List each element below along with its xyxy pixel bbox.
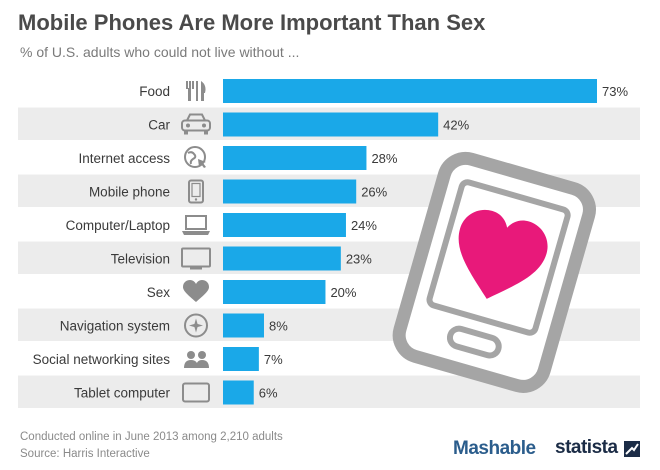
television-icon: [181, 247, 211, 270]
bar-mobile-phone: [223, 179, 357, 204]
compass-icon: [184, 313, 208, 338]
phone-heart-illustration: [392, 151, 596, 393]
statista-logo: statista: [555, 437, 618, 458]
bar-tablet-computer: [223, 380, 254, 405]
statista-mark-icon: [624, 441, 640, 457]
bar-television: [223, 246, 341, 271]
car-icon: [181, 113, 211, 135]
value-label: 42%: [443, 118, 469, 133]
category-label: Tablet computer: [74, 386, 171, 401]
phone-home-button: [446, 325, 502, 359]
page-subtitle: % of U.S. adults who could not live with…: [20, 44, 300, 60]
bar-navigation-system: [223, 313, 264, 338]
laptop-icon: [182, 215, 210, 235]
value-label: 28%: [371, 151, 397, 166]
bar-sex: [223, 280, 326, 304]
page-title: Mobile Phones Are More Important Than Se…: [18, 10, 486, 35]
tablet-icon: [182, 382, 210, 403]
people-icon: [184, 351, 209, 368]
category-label: Car: [148, 118, 170, 133]
value-label: 7%: [264, 352, 283, 367]
value-label: 24%: [351, 218, 377, 233]
value-label: 26%: [361, 185, 387, 200]
bar-car: [223, 112, 439, 137]
value-label: 23%: [346, 252, 372, 267]
mobile-phone-icon: [188, 179, 204, 204]
mashable-logo: Mashable: [453, 438, 536, 459]
category-label: Television: [111, 252, 170, 267]
category-label: Food: [139, 84, 170, 99]
globe-cursor-icon: [184, 146, 206, 168]
category-label: Navigation system: [60, 319, 170, 334]
bar-food: [223, 79, 597, 103]
bar-internet-access: [223, 146, 367, 170]
category-label: Internet access: [78, 151, 170, 166]
value-label: 20%: [330, 285, 356, 300]
category-label: Sex: [147, 285, 171, 300]
bar-computer-laptop: [223, 213, 346, 237]
value-label: 73%: [602, 84, 628, 99]
category-label: Mobile phone: [89, 185, 170, 200]
value-label: 8%: [269, 319, 288, 334]
category-label: Computer/Laptop: [66, 218, 170, 233]
source-note: Source: Harris Interactive: [20, 448, 150, 460]
value-label: 6%: [259, 386, 278, 401]
category-label: Social networking sites: [33, 352, 171, 367]
heart-icon: [183, 280, 209, 302]
cutlery-icon: [186, 81, 206, 101]
survey-note: Conducted online in June 2013 among 2,21…: [20, 431, 283, 443]
heart-shape: [458, 209, 548, 299]
bar-social-networking-sites: [223, 347, 259, 371]
